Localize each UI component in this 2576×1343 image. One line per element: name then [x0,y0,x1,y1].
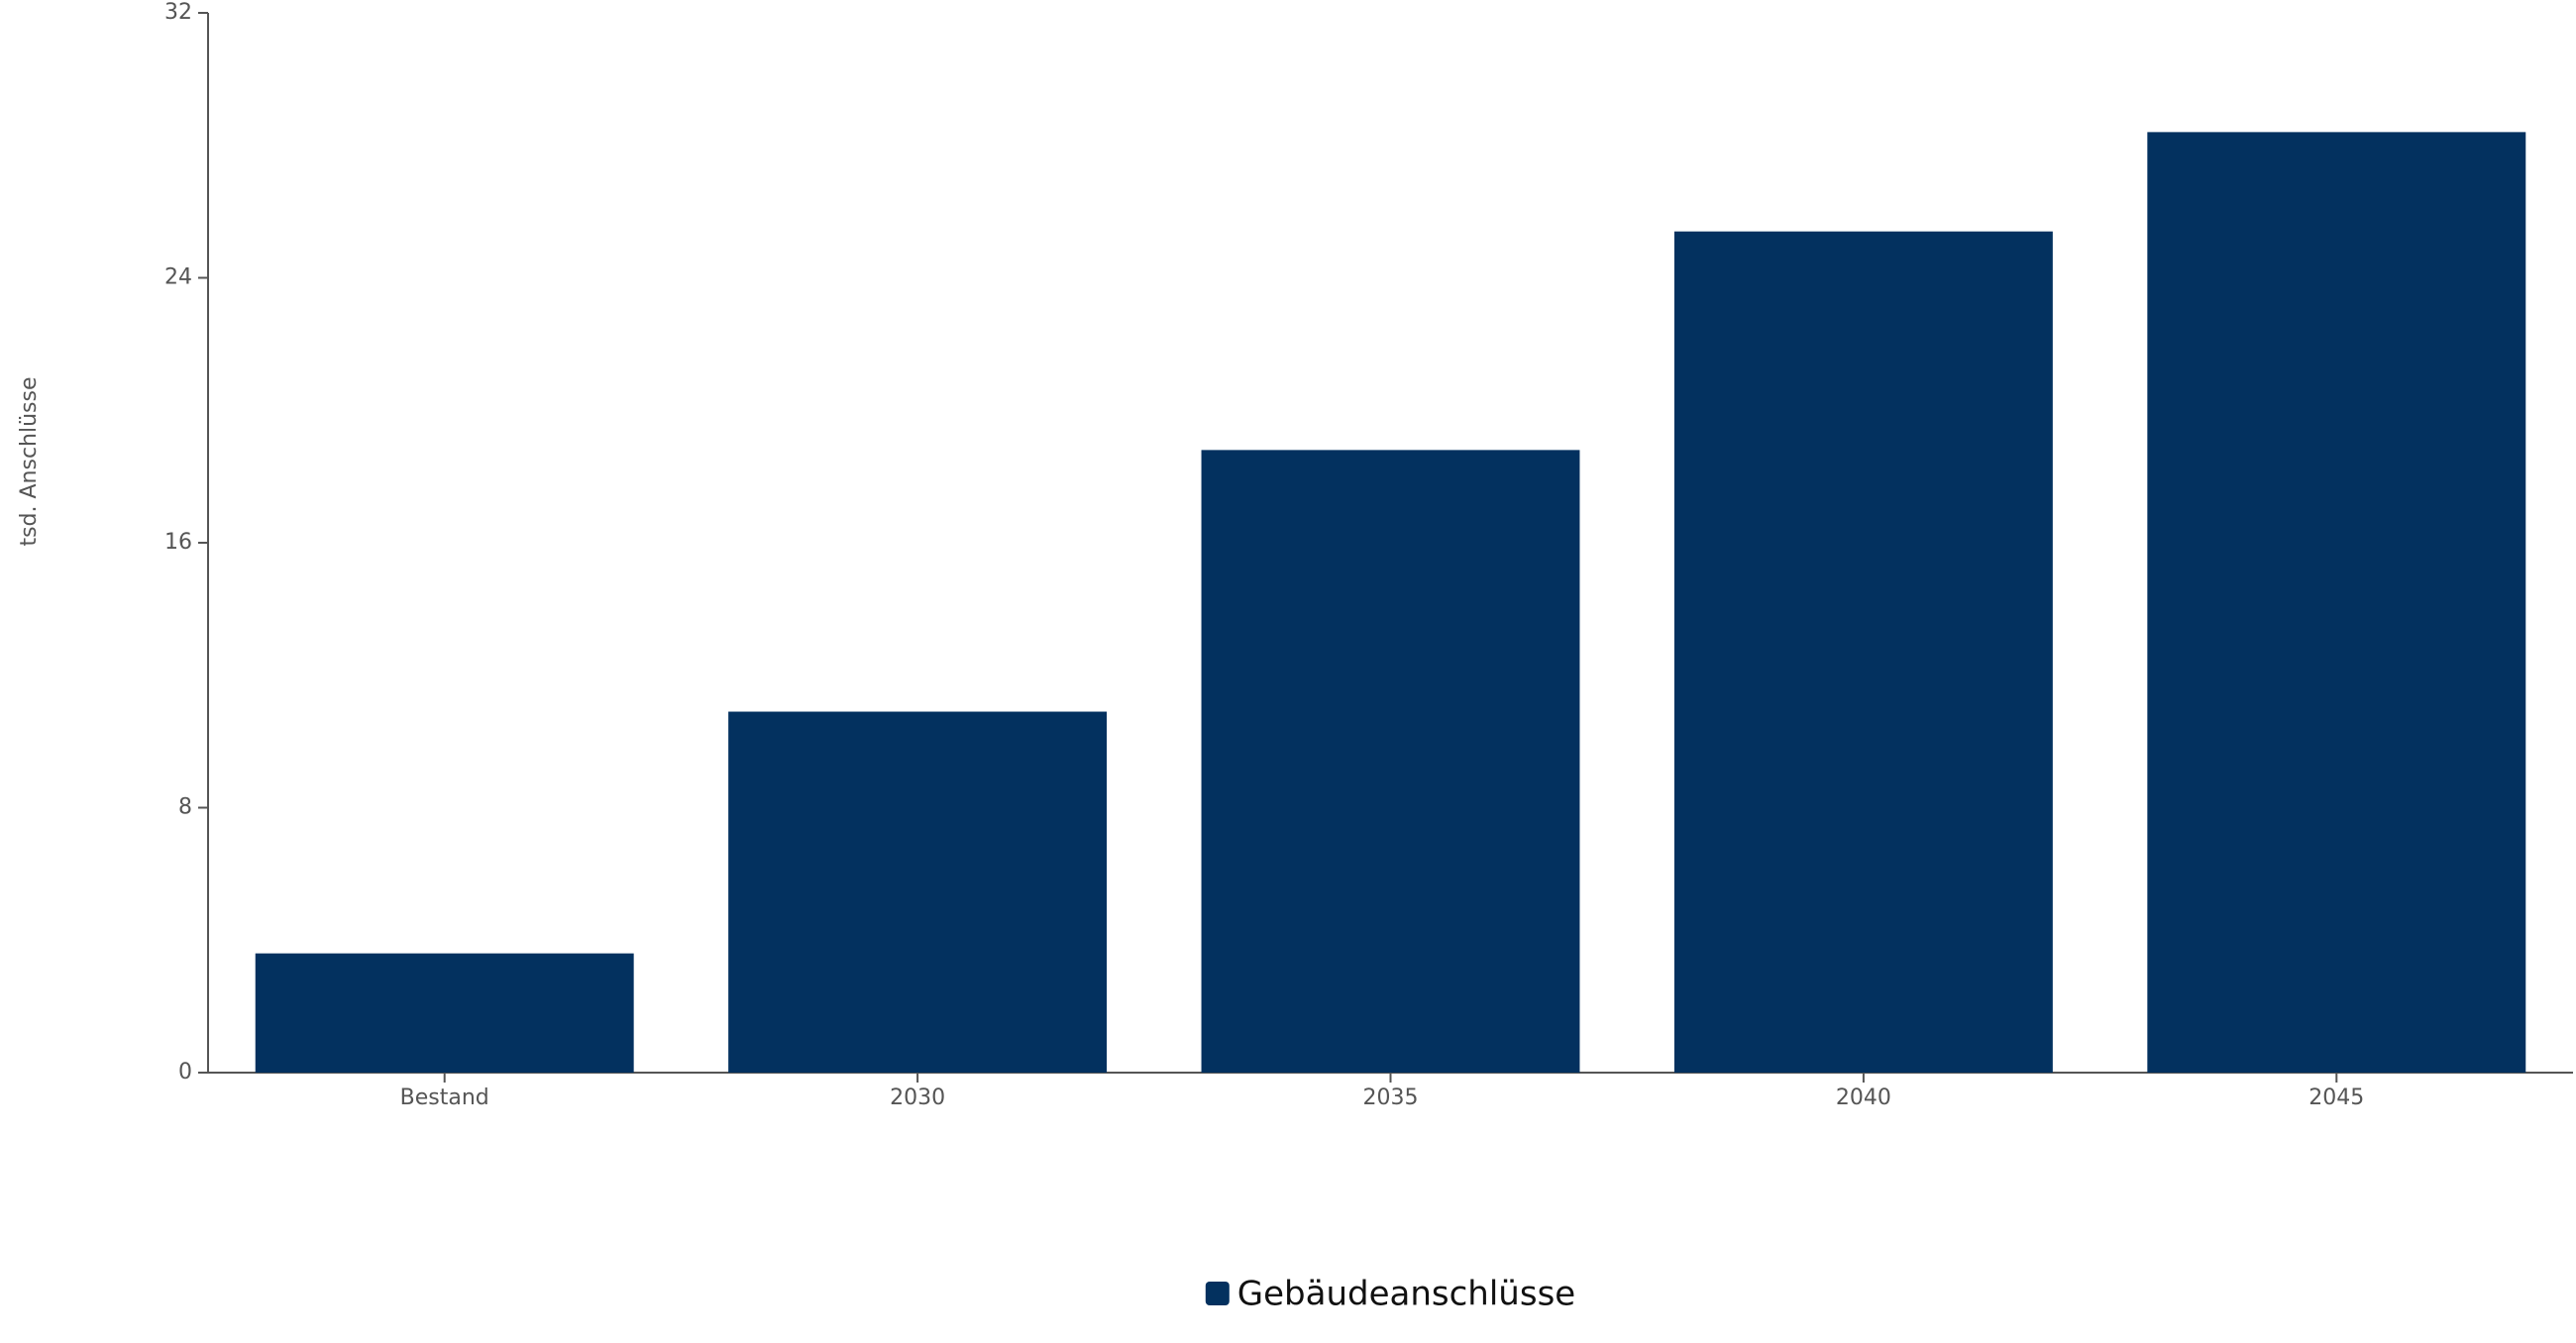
x-tick-label: Bestand [400,1085,489,1110]
bar [728,711,1108,1073]
legend-label: Gebäudeanschlüsse [1237,1275,1575,1314]
legend-swatch [1205,1282,1230,1305]
bar [255,953,634,1073]
x-tick-label: 2035 [1363,1085,1419,1110]
x-tick-label: 2045 [2308,1085,2364,1110]
bar [1201,450,1580,1073]
bar [2147,132,2526,1073]
x-tick-label: 2040 [1836,1085,1891,1110]
y-tick-label: 8 [178,795,192,820]
y-tick-label: 16 [164,530,192,555]
y-tick-label: 32 [164,0,192,25]
y-tick-label: 24 [164,265,192,290]
y-axis-label: tsd. Anschlüsse [17,376,42,546]
y-tick-label: 0 [178,1060,192,1085]
legend-item: Gebäudeanschlüsse [1205,1275,1575,1314]
bar [1673,231,2053,1073]
x-tick-label: 2030 [890,1085,945,1110]
